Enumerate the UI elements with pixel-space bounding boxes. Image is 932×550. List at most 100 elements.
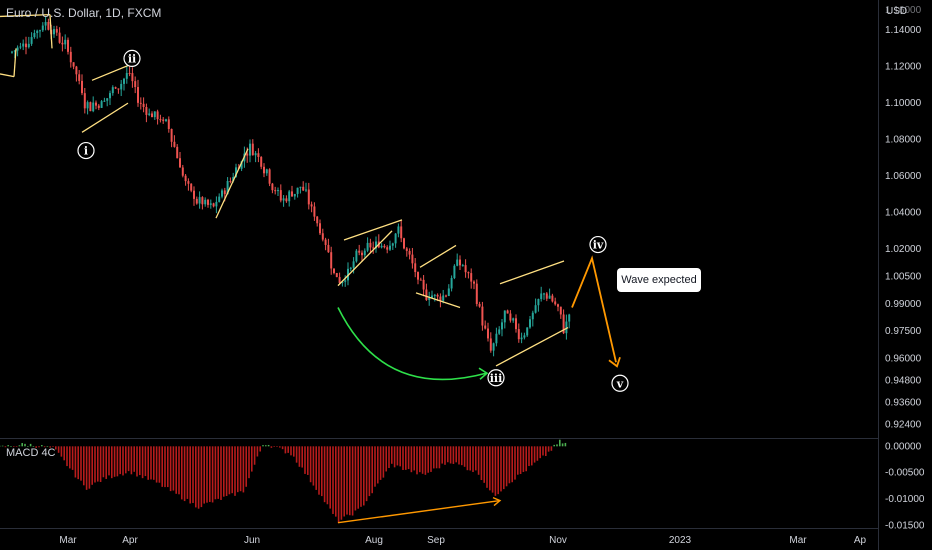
candle-body bbox=[277, 190, 279, 192]
candle-body bbox=[184, 175, 187, 182]
macd-bar bbox=[119, 446, 121, 475]
price-tick-label: 1.02000 bbox=[885, 244, 922, 255]
macd-bar bbox=[130, 446, 133, 475]
macd-bar bbox=[237, 446, 239, 493]
candle-body bbox=[195, 198, 198, 204]
macd-bar bbox=[18, 445, 21, 447]
macd-bar bbox=[127, 446, 130, 472]
macd-bar bbox=[309, 446, 312, 483]
wave-label-circle bbox=[487, 369, 505, 387]
macd-bar bbox=[368, 446, 371, 497]
candle-body bbox=[27, 43, 30, 48]
macd-bar bbox=[461, 446, 463, 466]
candle-body bbox=[534, 305, 537, 313]
macd-bar bbox=[7, 445, 9, 447]
macd-bar bbox=[217, 446, 219, 499]
macd-bar bbox=[223, 446, 225, 497]
macd-bar bbox=[379, 446, 382, 480]
curved-arrow-head bbox=[478, 367, 489, 380]
candle-body bbox=[30, 37, 33, 44]
candle-body bbox=[97, 105, 100, 108]
macd-bar bbox=[167, 446, 169, 488]
candle-body bbox=[453, 265, 456, 279]
macd-bar bbox=[4, 446, 7, 448]
candle-body bbox=[176, 146, 179, 159]
macd-bar bbox=[433, 446, 435, 469]
candle-body bbox=[285, 198, 288, 202]
macd-bar bbox=[259, 446, 261, 452]
candle-body bbox=[167, 119, 170, 129]
macd-bar bbox=[125, 446, 127, 474]
candle-body bbox=[487, 328, 489, 339]
candle-body bbox=[120, 83, 123, 90]
macd-bar bbox=[497, 446, 499, 495]
macd-bar bbox=[421, 446, 424, 474]
macd-bar bbox=[561, 443, 564, 447]
price-tick-label: 0.92400 bbox=[885, 419, 922, 430]
candle-body bbox=[11, 51, 13, 53]
time-tick-label: Mar bbox=[59, 535, 77, 546]
wave-label-ii: ii bbox=[128, 52, 136, 65]
candle-body bbox=[117, 88, 120, 90]
macd-bar bbox=[290, 446, 292, 456]
macd-bar bbox=[220, 446, 222, 500]
macd-bar bbox=[519, 446, 522, 475]
candle-body bbox=[313, 206, 316, 217]
candle-body bbox=[391, 243, 394, 246]
macd-bar bbox=[63, 446, 65, 461]
macd-bar bbox=[402, 446, 404, 470]
candle-body bbox=[344, 280, 347, 282]
candle-body bbox=[156, 111, 159, 120]
macd-bar bbox=[270, 446, 273, 448]
candle-body bbox=[137, 87, 139, 103]
macd-bar bbox=[195, 446, 197, 508]
candle-body bbox=[445, 295, 447, 297]
candle-body bbox=[481, 306, 484, 326]
candle-body bbox=[181, 167, 184, 176]
pattern-line bbox=[495, 327, 569, 367]
candle-body bbox=[260, 156, 263, 167]
candle-body bbox=[352, 261, 355, 268]
candle-body bbox=[274, 190, 277, 192]
macd-bar bbox=[360, 446, 362, 507]
candle-body bbox=[86, 102, 89, 109]
macd-bar bbox=[197, 446, 200, 509]
candle-body bbox=[296, 187, 299, 194]
candle-body bbox=[145, 106, 148, 115]
macd-bar bbox=[46, 446, 49, 447]
macd-bar bbox=[447, 446, 449, 463]
candle-body bbox=[89, 102, 92, 112]
candle-body bbox=[279, 190, 282, 201]
macd-bar bbox=[231, 446, 233, 494]
macd-bar bbox=[214, 446, 217, 500]
candle-body bbox=[355, 250, 358, 262]
candle-body bbox=[254, 153, 257, 156]
macd-bar bbox=[435, 446, 438, 469]
candle-body bbox=[400, 226, 403, 239]
time-tick-label: Sep bbox=[427, 535, 445, 546]
price-tick-label: 0.93600 bbox=[885, 397, 922, 408]
candle-body bbox=[537, 299, 540, 306]
macd-bar bbox=[489, 446, 491, 491]
macd-bar bbox=[85, 446, 88, 490]
macd-bar bbox=[564, 442, 567, 447]
pattern-line bbox=[0, 73, 15, 78]
macd-bar bbox=[178, 446, 180, 495]
macd-bar bbox=[391, 446, 393, 464]
candle-body bbox=[464, 265, 467, 273]
macd-bar bbox=[455, 446, 457, 463]
macd-bar bbox=[514, 446, 516, 480]
candle-body bbox=[333, 268, 335, 274]
macd-bar bbox=[332, 446, 334, 514]
candle-body bbox=[548, 295, 551, 299]
macd-bar bbox=[32, 446, 35, 447]
time-tick-label: Mar bbox=[789, 535, 807, 546]
macd-bar bbox=[99, 446, 102, 482]
candle-body bbox=[72, 62, 75, 67]
macd-bar bbox=[150, 446, 152, 480]
wave-label-i: i bbox=[84, 145, 88, 158]
macd-bar bbox=[416, 446, 418, 475]
candle-body bbox=[139, 102, 142, 104]
